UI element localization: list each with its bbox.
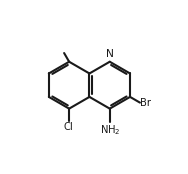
Text: N: N xyxy=(106,49,114,59)
Text: Cl: Cl xyxy=(64,122,73,132)
Text: NH$_2$: NH$_2$ xyxy=(100,123,121,137)
Text: Br: Br xyxy=(140,98,151,108)
